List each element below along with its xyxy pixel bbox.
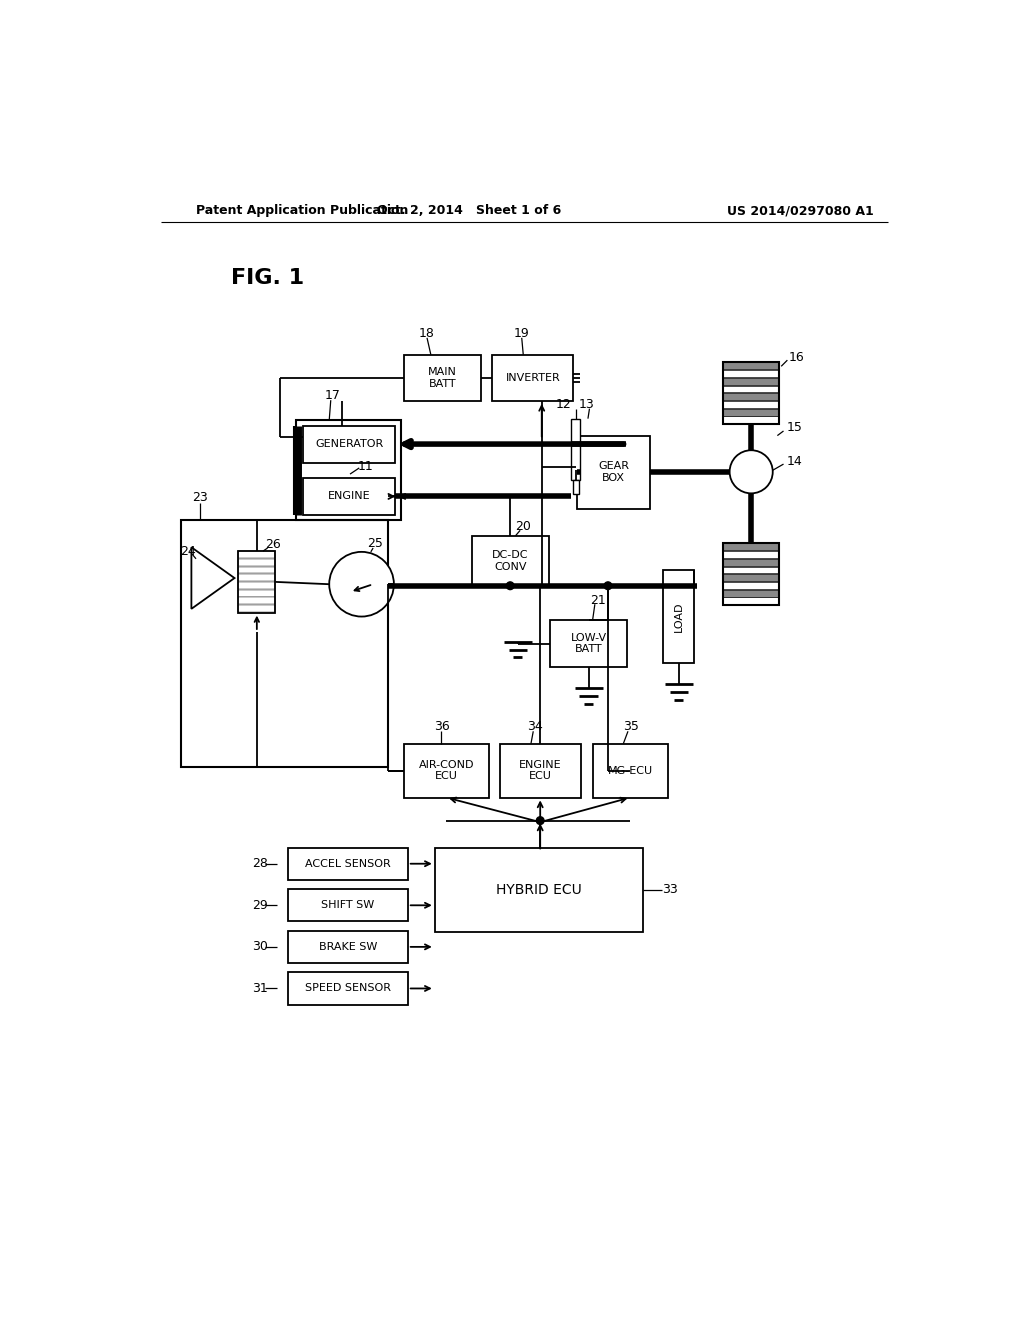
Bar	[578, 436, 650, 508]
Bar	[403, 355, 481, 401]
Bar	[572, 480, 579, 494]
Text: 25: 25	[367, 537, 383, 550]
Bar	[724, 370, 779, 378]
Bar	[724, 597, 779, 605]
Bar	[724, 363, 779, 370]
Bar	[239, 558, 275, 566]
Text: 17: 17	[325, 389, 340, 403]
Bar	[239, 605, 275, 612]
Bar	[472, 536, 549, 586]
Text: LOAD: LOAD	[674, 602, 684, 632]
Text: 19: 19	[514, 327, 529, 341]
Text: 29: 29	[252, 899, 268, 912]
Bar	[239, 574, 275, 581]
Bar	[724, 582, 779, 589]
Text: 30: 30	[252, 940, 268, 953]
Text: MG-ECU: MG-ECU	[607, 766, 653, 776]
Bar	[289, 847, 408, 880]
Text: 36: 36	[434, 721, 451, 733]
Text: ENGINE: ENGINE	[328, 491, 371, 502]
Text: HYBRID ECU: HYBRID ECU	[496, 883, 582, 896]
Text: 28: 28	[252, 857, 268, 870]
Text: 16: 16	[788, 351, 805, 363]
Text: Patent Application Publication: Patent Application Publication	[196, 205, 409, 218]
Bar	[239, 566, 275, 573]
Text: 26: 26	[265, 539, 281, 552]
Circle shape	[537, 817, 544, 825]
Bar	[181, 520, 388, 767]
Bar	[724, 393, 779, 400]
Bar	[289, 890, 408, 921]
Text: ACCEL SENSOR: ACCEL SENSOR	[305, 859, 391, 869]
Bar	[593, 743, 668, 797]
Text: 31: 31	[252, 982, 268, 995]
Text: SHIFT SW: SHIFT SW	[322, 900, 375, 911]
Bar	[724, 590, 779, 597]
Bar	[724, 409, 779, 416]
Bar	[239, 582, 275, 589]
Bar	[239, 552, 275, 612]
Text: 12: 12	[555, 399, 571, 412]
Bar	[239, 590, 275, 597]
Bar	[550, 620, 628, 667]
Text: 35: 35	[624, 721, 639, 733]
Bar	[724, 401, 779, 408]
Text: MAIN
BATT: MAIN BATT	[428, 367, 457, 388]
Text: 34: 34	[527, 721, 543, 733]
Text: 24: 24	[180, 545, 197, 557]
Bar	[724, 378, 779, 385]
Bar	[724, 416, 779, 424]
Circle shape	[730, 450, 773, 494]
Text: Oct. 2, 2014   Sheet 1 of 6: Oct. 2, 2014 Sheet 1 of 6	[377, 205, 561, 218]
Text: INVERTER: INVERTER	[506, 372, 560, 383]
Text: LOW-V
BATT: LOW-V BATT	[570, 632, 607, 655]
Bar	[435, 847, 643, 932]
Text: FIG. 1: FIG. 1	[230, 268, 304, 288]
Text: DC-DC
CONV: DC-DC CONV	[492, 550, 528, 572]
Bar	[664, 570, 694, 663]
Bar	[571, 418, 581, 480]
Bar	[724, 558, 779, 566]
Text: 15: 15	[786, 421, 802, 434]
Bar	[303, 478, 395, 515]
Text: 33: 33	[662, 883, 678, 896]
Text: AIR-COND
ECU: AIR-COND ECU	[419, 760, 474, 781]
Text: SPEED SENSOR: SPEED SENSOR	[305, 983, 391, 994]
Bar	[724, 552, 779, 558]
Text: ENGINE
ECU: ENGINE ECU	[519, 760, 562, 781]
Text: 11: 11	[357, 459, 374, 473]
Circle shape	[506, 582, 514, 590]
Bar	[724, 574, 779, 581]
Bar	[403, 743, 488, 797]
Text: GEAR
BOX: GEAR BOX	[598, 462, 629, 483]
Bar	[239, 597, 275, 605]
Text: 20: 20	[515, 520, 531, 533]
Text: US 2014/0297080 A1: US 2014/0297080 A1	[727, 205, 873, 218]
Bar	[289, 931, 408, 964]
Circle shape	[330, 552, 394, 616]
Bar	[724, 363, 779, 424]
Circle shape	[604, 582, 611, 590]
Text: 14: 14	[786, 454, 802, 467]
Bar	[500, 743, 581, 797]
Bar	[303, 425, 395, 462]
Text: BRAKE SW: BRAKE SW	[318, 942, 377, 952]
Bar	[724, 385, 779, 392]
Text: 13: 13	[579, 399, 594, 412]
Bar	[239, 552, 275, 558]
Bar	[724, 544, 779, 605]
Text: 21: 21	[590, 594, 606, 607]
Text: GENERATOR: GENERATOR	[315, 440, 383, 449]
Bar	[493, 355, 573, 401]
Bar	[724, 566, 779, 573]
Text: 18: 18	[419, 327, 435, 341]
Bar	[724, 544, 779, 550]
Bar	[289, 973, 408, 1005]
Text: 23: 23	[191, 491, 208, 504]
Bar	[296, 420, 400, 520]
